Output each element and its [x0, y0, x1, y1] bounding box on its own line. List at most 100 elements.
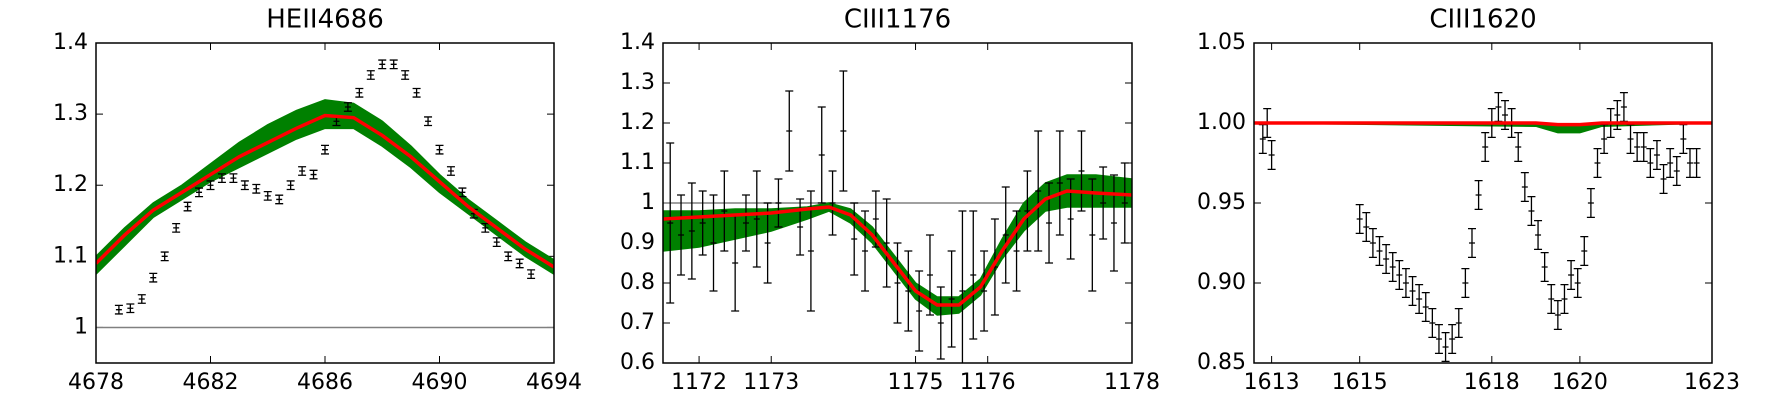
plot-area	[1254, 91, 1712, 363]
error-bar	[469, 208, 478, 219]
error-bar	[240, 180, 249, 191]
error-bar	[389, 59, 398, 70]
error-bar	[666, 142, 675, 304]
panel-title: CIII1620	[1429, 5, 1536, 35]
error-bar	[1573, 267, 1582, 299]
y-tick-label: 1.4	[620, 30, 655, 55]
plot-frame	[662, 42, 1133, 364]
error-bar	[698, 190, 707, 256]
error-bar	[677, 194, 686, 276]
x-tick-label: 1173	[743, 370, 799, 395]
panel-title: CIII1176	[844, 5, 951, 35]
x-tick-label: 1175	[888, 370, 944, 395]
error-bar	[1600, 123, 1609, 155]
plot-area	[663, 70, 1132, 363]
x-tick-label: 1613	[1244, 370, 1300, 395]
error-bar	[1109, 174, 1118, 272]
error-bar	[286, 180, 295, 191]
error-bar	[1368, 227, 1377, 259]
error-bar	[1267, 139, 1276, 171]
error-bar	[936, 286, 945, 360]
error-bar	[1120, 162, 1129, 244]
x-tick-label: 1172	[671, 370, 727, 395]
error-bar	[796, 198, 805, 256]
x-tick-label: 4682	[183, 370, 239, 395]
error-bar	[1580, 235, 1589, 267]
error-bar	[1685, 147, 1694, 179]
x-tick-label: 4694	[526, 370, 582, 395]
error-bar	[839, 70, 848, 192]
error-bar	[1428, 307, 1437, 339]
error-bar	[263, 190, 272, 201]
error-bar	[492, 237, 501, 248]
error-bar	[882, 198, 891, 288]
error-bar	[1388, 251, 1397, 283]
y-tick-label: 0.6	[620, 350, 655, 375]
y-tick-label: 1.2	[53, 172, 88, 197]
error-bar	[1408, 275, 1417, 307]
plot-frame	[95, 42, 555, 364]
x-tick-label: 4686	[297, 370, 353, 395]
error-bar	[1547, 283, 1556, 315]
error-bar	[1355, 203, 1364, 235]
error-bar	[925, 234, 934, 316]
error-bar	[252, 183, 261, 194]
error-bar	[1501, 99, 1510, 131]
error-bar	[1258, 123, 1267, 155]
model-band	[663, 174, 1132, 316]
error-bar	[1045, 182, 1054, 264]
error-bar	[1692, 147, 1701, 179]
model-line	[96, 113, 554, 269]
panel: CIII1176 0.6 0.7 0.8 0.9 1 1.1 1.2 1.3 1.4 1172 117…	[620, 5, 1160, 396]
error-bar	[904, 250, 913, 332]
error-bar	[828, 170, 837, 236]
error-bar	[1077, 130, 1086, 212]
error-bar	[1055, 130, 1064, 236]
error-bar	[763, 202, 772, 284]
error-bar	[321, 144, 329, 155]
model-line	[1254, 121, 1712, 127]
error-bar	[1467, 227, 1476, 259]
x-tick-label: 1618	[1464, 370, 1520, 395]
error-bar	[893, 242, 902, 324]
error-bar	[1001, 186, 1010, 284]
error-bar	[1434, 323, 1443, 355]
error-bar	[195, 187, 204, 198]
error-bar	[446, 166, 455, 176]
error-bar	[366, 70, 375, 80]
error-bar	[915, 270, 924, 352]
x-tick-label: 4678	[68, 370, 124, 395]
error-bar	[126, 303, 135, 314]
error-bar	[1448, 323, 1457, 355]
error-bar	[1421, 291, 1430, 323]
error-bar	[969, 210, 978, 340]
error-bar	[1586, 187, 1595, 219]
y-tick-label: 1.1	[620, 150, 655, 175]
error-bar	[1382, 243, 1391, 275]
error-bar	[1567, 259, 1576, 291]
error-bar	[1639, 131, 1648, 163]
error-bar	[806, 190, 815, 312]
error-bar	[1520, 171, 1529, 203]
model-band	[96, 99, 554, 276]
error-bar	[871, 190, 880, 248]
error-bar	[343, 102, 352, 112]
y-tick-label: 0.8	[620, 270, 655, 295]
x-tick-label: 4690	[412, 370, 468, 395]
error-bar	[1099, 166, 1108, 240]
error-bar	[1415, 283, 1424, 315]
panel: HEII4686 1 1.1 1.2 1.3 1.4 4678 4682 4686 4690 469…	[53, 5, 582, 396]
error-bar	[332, 116, 341, 127]
model-line	[663, 189, 1132, 307]
error-bar	[160, 251, 169, 262]
panel-title: HEII4686	[266, 5, 383, 35]
error-bar	[1534, 219, 1543, 251]
plot-frame	[1253, 42, 1713, 364]
y-tick-label: 1.05	[1197, 30, 1246, 55]
error-bar	[1672, 155, 1681, 187]
x-tick-label: 1178	[1104, 370, 1160, 395]
error-bar	[1514, 131, 1523, 163]
error-bar	[435, 144, 444, 155]
y-tick-label: 1.00	[1197, 110, 1246, 135]
error-bar	[1666, 147, 1675, 179]
